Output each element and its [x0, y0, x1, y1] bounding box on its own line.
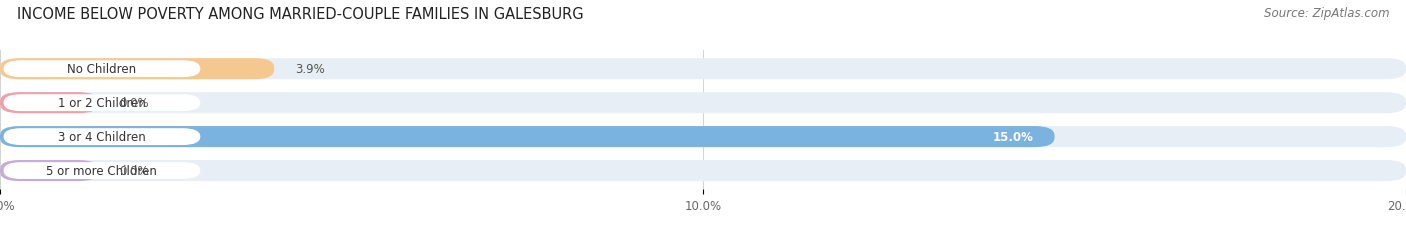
Text: 1 or 2 Children: 1 or 2 Children: [58, 97, 146, 110]
FancyBboxPatch shape: [0, 160, 98, 181]
Text: 3 or 4 Children: 3 or 4 Children: [58, 131, 146, 143]
FancyBboxPatch shape: [0, 59, 1406, 80]
Text: INCOME BELOW POVERTY AMONG MARRIED-COUPLE FAMILIES IN GALESBURG: INCOME BELOW POVERTY AMONG MARRIED-COUPL…: [17, 7, 583, 22]
FancyBboxPatch shape: [0, 127, 1054, 148]
FancyBboxPatch shape: [3, 162, 200, 179]
FancyBboxPatch shape: [3, 61, 200, 78]
Text: No Children: No Children: [67, 63, 136, 76]
FancyBboxPatch shape: [0, 160, 1406, 181]
Text: 15.0%: 15.0%: [993, 131, 1033, 143]
Text: 5 or more Children: 5 or more Children: [46, 164, 157, 177]
FancyBboxPatch shape: [0, 59, 274, 80]
Text: 0.0%: 0.0%: [120, 97, 149, 110]
FancyBboxPatch shape: [3, 95, 200, 112]
FancyBboxPatch shape: [0, 93, 1406, 114]
FancyBboxPatch shape: [0, 127, 1406, 148]
Text: Source: ZipAtlas.com: Source: ZipAtlas.com: [1264, 7, 1389, 20]
FancyBboxPatch shape: [0, 93, 98, 114]
FancyBboxPatch shape: [3, 129, 200, 145]
Text: 0.0%: 0.0%: [120, 164, 149, 177]
Text: 3.9%: 3.9%: [295, 63, 325, 76]
